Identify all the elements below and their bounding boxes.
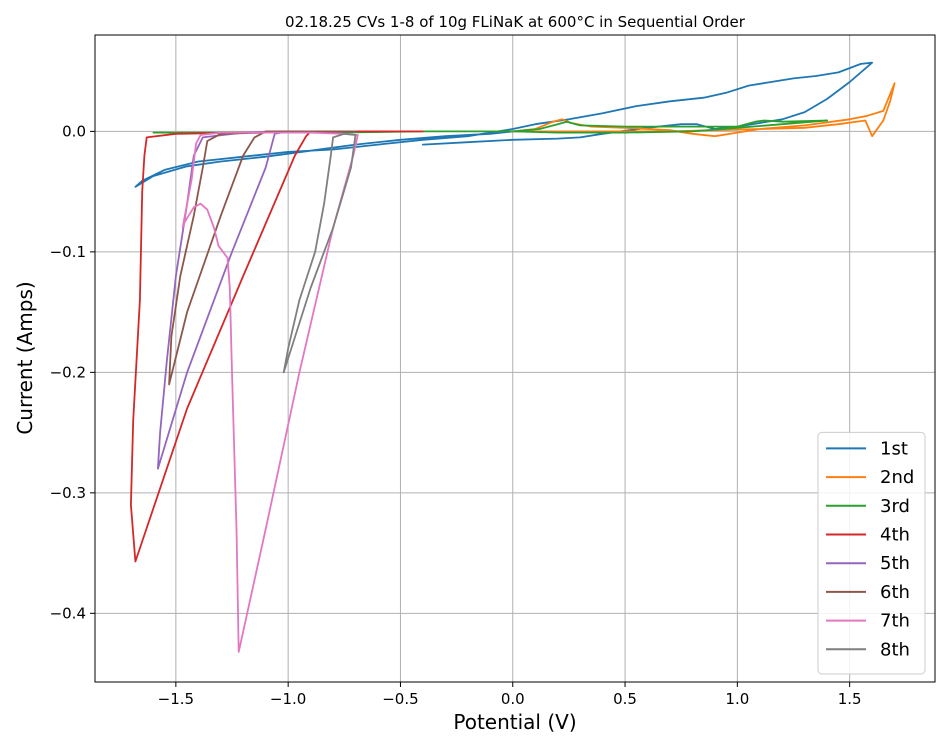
y-tick-label: −0.3 [50, 484, 86, 502]
legend-label: 7th [880, 611, 910, 632]
legend-label: 6th [880, 582, 910, 603]
x-tick-label: 0.5 [613, 690, 637, 708]
legend-box [817, 431, 926, 675]
x-tick-label: −1.0 [270, 690, 306, 708]
axes-frame [94, 34, 936, 683]
legend-label: 3rd [880, 496, 910, 517]
y-tick-label: −0.1 [50, 243, 86, 261]
y-tick-label: 0.0 [62, 122, 86, 140]
x-tick-label: 1.5 [838, 690, 862, 708]
legend-label: 1st [880, 438, 908, 459]
legend-label: 4th [880, 525, 910, 546]
plot-area [129, 61, 896, 653]
series-line-4th [129, 130, 424, 563]
series-line-6th [168, 130, 357, 386]
x-tick-label: −1.5 [158, 690, 194, 708]
legend-label: 2nd [880, 467, 914, 488]
x-axis-label: Potential (V) [453, 710, 576, 734]
y-tick-label: −0.4 [50, 604, 86, 622]
legend-label: 5th [880, 553, 910, 574]
axis-ticks: −1.5 −1.0 −0.5 0.0 0.5 1.0 1.5 −0.4 −0.3 −0.2 −0.1… [50, 122, 862, 708]
y-axis-label: Current (Amps) [13, 281, 37, 434]
y-tick-label: −0.2 [50, 363, 86, 381]
series-line-5th [156, 130, 357, 470]
chart-title: 02.18.25 CVs 1-8 of 10g FLiNaK at 600°C … [285, 13, 746, 31]
series-line-8th [282, 132, 357, 374]
legend-label: 8th [880, 639, 910, 660]
x-tick-label: 1.0 [725, 690, 749, 708]
x-tick-label: −0.5 [382, 690, 418, 708]
series-line-3rd [152, 119, 829, 134]
x-tick-label: 0.0 [501, 690, 525, 708]
series-line-7th [181, 131, 359, 653]
legend: 1st 2nd 3rd 4th 5th 6th 7th 8th [817, 431, 926, 675]
